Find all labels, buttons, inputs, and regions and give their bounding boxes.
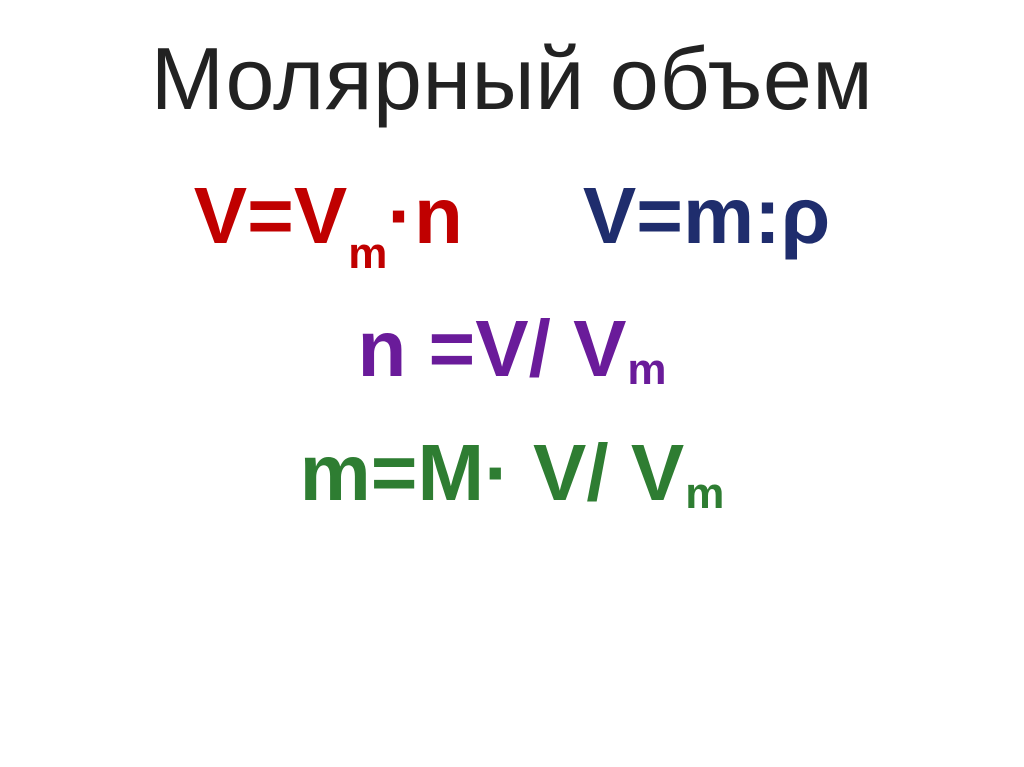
f3-a: m=M· V/ V bbox=[300, 427, 685, 519]
f1l-b: n bbox=[414, 171, 463, 260]
slide: Молярный объем V=Vm·n V=m:ρ n =V/ Vm m=M… bbox=[0, 0, 1024, 767]
formula-row-3: m=M· V/ Vm bbox=[300, 427, 725, 519]
f2-sub: m bbox=[627, 345, 666, 395]
f2-a: n =V/ V bbox=[357, 303, 626, 395]
f1l-a: V=V bbox=[194, 171, 347, 260]
slide-title: Молярный объем bbox=[151, 28, 874, 130]
formula-1-right: V=m:ρ bbox=[583, 170, 830, 262]
formula-row-1: V=Vm·n V=m:ρ bbox=[194, 170, 830, 271]
f3-sub: m bbox=[685, 469, 724, 519]
f1l-dot: · bbox=[387, 171, 414, 260]
formula-row-2: n =V/ Vm bbox=[357, 303, 666, 395]
formula-1-left: V=Vm·n bbox=[194, 170, 463, 271]
f1l-sub: m bbox=[348, 229, 387, 278]
